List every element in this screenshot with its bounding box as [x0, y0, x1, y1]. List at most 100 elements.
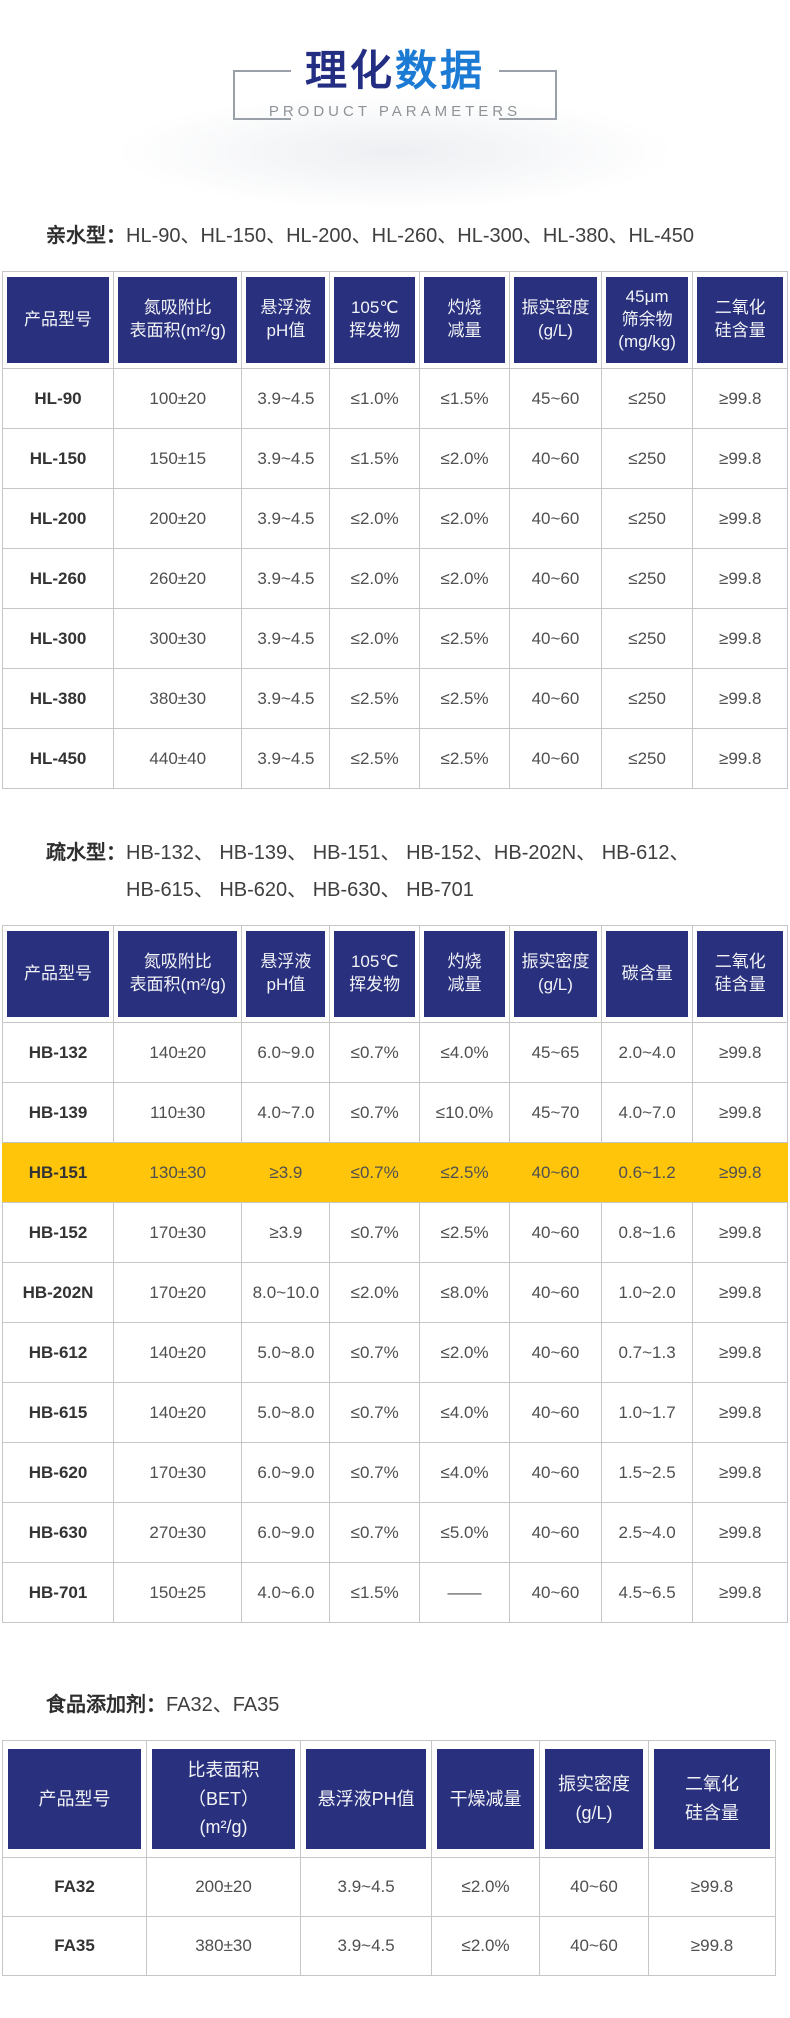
- table-row: HB-132 140±20 6.0~9.0 ≤0.7% ≤4.0% 45~65 2.0~4.…: [1, 1022, 788, 1083]
- value-cell: ≤250: [600, 608, 694, 669]
- product-model-cell: FA35: [1, 1916, 148, 1976]
- product-model-cell: HB-620: [1, 1442, 115, 1503]
- value-cell: ≤0.7%: [329, 1202, 420, 1263]
- value-cell: ≤2.5%: [418, 608, 511, 669]
- table-header-row: 产品型号 比表面积（BET） (m²/g) 悬浮液PH值 干燥减量 振实密度 (g/L)…: [1, 1740, 776, 1858]
- column-header: 105℃ 挥发物: [329, 271, 420, 369]
- page-subtitle: PRODUCT PARAMETERS: [268, 103, 522, 121]
- column-header: 产品型号: [1, 925, 115, 1023]
- value-cell: ≤250: [600, 488, 694, 549]
- column-header-label: 灼烧 减量: [423, 931, 506, 1017]
- value-cell: ≤0.7%: [329, 1022, 420, 1083]
- value-cell: ≥99.8: [692, 1262, 788, 1323]
- value-cell: 40~60: [509, 1262, 602, 1323]
- column-header-label: 二氧化 硅含量: [697, 931, 783, 1017]
- table-header-row: 产品型号 氮吸附比 表面积(m²/g) 悬浮液 pH值 105℃ 挥发物 灼烧 减量 振实…: [1, 271, 788, 369]
- column-header: 灼烧 减量: [418, 271, 511, 369]
- value-cell: ≥99.8: [692, 728, 788, 789]
- value-cell: ≤1.5%: [329, 428, 420, 489]
- value-cell: ≤0.7%: [329, 1322, 420, 1383]
- section-food-additive: 食品添加剂：FA32、FA35 产品型号 比表面积（BET） (m²/g) 悬浮液P…: [0, 1687, 790, 1976]
- column-header: 振实密度 (g/L): [509, 925, 602, 1023]
- value-cell: 200±20: [113, 488, 243, 549]
- value-cell: 170±30: [113, 1202, 243, 1263]
- food-additive-products-table: 产品型号 比表面积（BET） (m²/g) 悬浮液PH值 干燥减量 振实密度 (g/L)…: [1, 1740, 776, 1976]
- value-cell: 3.9~4.5: [241, 428, 331, 489]
- product-model-cell: HB-630: [1, 1502, 115, 1563]
- value-cell: ≤2.0%: [329, 488, 420, 549]
- value-cell: ≤4.0%: [418, 1022, 511, 1083]
- value-cell: 4.5~6.5: [600, 1562, 694, 1623]
- column-header-label: 产品型号: [7, 277, 110, 363]
- table-row: HB-615 140±20 5.0~8.0 ≤0.7% ≤4.0% 40~60 1.0~1.…: [1, 1382, 788, 1443]
- value-cell: 1.0~1.7: [600, 1382, 694, 1443]
- value-cell: 40~60: [509, 1322, 602, 1383]
- column-header-label: 氮吸附比 表面积(m²/g): [118, 931, 238, 1017]
- table-row: HL-260 260±20 3.9~4.5 ≤2.0% ≤2.0% 40~60 ≤250 ≥9…: [1, 548, 788, 609]
- hydrophobic-products-table: 产品型号 氮吸附比 表面积(m²/g) 悬浮液 pH值 105℃ 挥发物 灼烧 减量 振实…: [1, 925, 788, 1623]
- column-header: 氮吸附比 表面积(m²/g): [113, 271, 243, 369]
- value-cell: 0.7~1.3: [600, 1322, 694, 1383]
- value-cell: 300±30: [113, 608, 243, 669]
- table-row: HB-612 140±20 5.0~8.0 ≤0.7% ≤2.0% 40~60 0.7~1.…: [1, 1322, 788, 1383]
- value-cell: 3.9~4.5: [300, 1916, 433, 1976]
- column-header-label: 氮吸附比 表面积(m²/g): [118, 277, 238, 363]
- value-cell: 440±40: [113, 728, 243, 789]
- value-cell: ≤2.0%: [329, 1262, 420, 1323]
- value-cell: 3.9~4.5: [241, 728, 331, 789]
- product-model-cell: HB-202N: [1, 1262, 115, 1323]
- value-cell: 4.0~7.0: [600, 1082, 694, 1143]
- value-cell: ——: [418, 1562, 511, 1623]
- value-cell: ≤2.0%: [418, 548, 511, 609]
- product-model-cell: HL-450: [1, 728, 115, 789]
- product-model-cell: HL-300: [1, 608, 115, 669]
- column-header-label: 二氧化 硅含量: [697, 277, 783, 363]
- value-cell: ≥99.8: [692, 1022, 788, 1083]
- value-cell: 4.0~7.0: [241, 1082, 331, 1143]
- column-header-label: 灼烧 减量: [423, 277, 506, 363]
- table-row: HB-630 270±30 6.0~9.0 ≤0.7% ≤5.0% 40~60 2.5~4.…: [1, 1502, 788, 1563]
- section-heading-label: 疏水型：: [46, 842, 126, 864]
- table-row: HL-200 200±20 3.9~4.5 ≤2.0% ≤2.0% 40~60 ≤250 ≥9…: [1, 488, 788, 549]
- value-cell: ≥3.9: [241, 1142, 331, 1203]
- value-cell: ≥99.8: [692, 668, 788, 729]
- product-model-cell: HB-701: [1, 1562, 115, 1623]
- value-cell: ≥99.8: [692, 1202, 788, 1263]
- title-bracket-right: [499, 70, 557, 120]
- product-model-cell: HB-151: [1, 1142, 115, 1203]
- value-cell: 1.5~2.5: [600, 1442, 694, 1503]
- table-row: FA35 380±30 3.9~4.5 ≤2.0% 40~60 ≥99.8: [1, 1916, 776, 1976]
- column-header-label: 产品型号: [7, 931, 110, 1017]
- value-cell: ≤2.5%: [418, 668, 511, 729]
- value-cell: ≥99.8: [648, 1916, 776, 1976]
- column-header-label: 干燥减量: [437, 1749, 534, 1849]
- column-header: 悬浮液 pH值: [241, 925, 331, 1023]
- column-header-label: 振实密度 (g/L): [544, 1749, 644, 1849]
- value-cell: ≥99.8: [692, 488, 788, 549]
- page-header: 理化数据 PRODUCT PARAMETERS: [0, 0, 790, 212]
- column-header-label: 振实密度 (g/L): [514, 931, 597, 1017]
- value-cell: ≥99.8: [692, 1562, 788, 1623]
- value-cell: 2.5~4.0: [600, 1502, 694, 1563]
- value-cell: 140±20: [113, 1022, 243, 1083]
- value-cell: 40~60: [509, 1382, 602, 1443]
- column-header: 氮吸附比 表面积(m²/g): [113, 925, 243, 1023]
- value-cell: ≤2.5%: [329, 728, 420, 789]
- value-cell: 3.9~4.5: [241, 368, 331, 429]
- value-cell: ≥99.8: [692, 428, 788, 489]
- value-cell: 40~60: [509, 1442, 602, 1503]
- value-cell: 3.9~4.5: [241, 488, 331, 549]
- page-title: 理化数据: [0, 46, 790, 96]
- value-cell: 40~60: [509, 548, 602, 609]
- value-cell: 260±20: [113, 548, 243, 609]
- value-cell: 380±30: [113, 668, 243, 729]
- value-cell: ≥99.8: [692, 368, 788, 429]
- value-cell: ≤250: [600, 368, 694, 429]
- value-cell: ≥99.8: [692, 1502, 788, 1563]
- table-row: HB-701 150±25 4.0~6.0 ≤1.5% —— 40~60 4.5~6.5 ≥9…: [1, 1562, 788, 1623]
- value-cell: ≥99.8: [692, 1382, 788, 1443]
- column-header: 悬浮液 pH值: [241, 271, 331, 369]
- product-model-cell: HB-132: [1, 1022, 115, 1083]
- product-model-cell: HL-260: [1, 548, 115, 609]
- value-cell: 100±20: [113, 368, 243, 429]
